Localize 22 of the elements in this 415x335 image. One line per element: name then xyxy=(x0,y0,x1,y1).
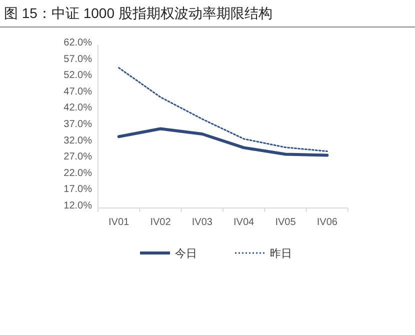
y-tick-label: 42.0% xyxy=(64,102,92,114)
y-tick-label: 62.0% xyxy=(64,38,92,48)
x-tick-label: IV02 xyxy=(150,217,172,228)
line-series xyxy=(118,67,328,152)
y-tick-label: 22.0% xyxy=(64,168,92,179)
y-tick-label: 52.0% xyxy=(64,70,92,82)
y-tick-label: 12.0% xyxy=(64,200,92,212)
y-tick-label: 37.0% xyxy=(64,119,92,130)
legend-label: 昨日 xyxy=(270,248,292,260)
x-tick-label: IV01 xyxy=(108,217,130,228)
line-series xyxy=(117,127,329,157)
y-tick-label: 17.0% xyxy=(64,184,92,196)
x-tick-label: IV04 xyxy=(234,217,255,228)
x-tick-label: IV06 xyxy=(316,217,338,228)
y-tick-label: 27.0% xyxy=(64,152,92,163)
x-tick-label: IV03 xyxy=(192,217,213,228)
x-tick-label: IV05 xyxy=(275,217,296,228)
y-tick-label: 47.0% xyxy=(64,86,92,98)
chart-title: 图 15：中证 1000 股指期权波动率期限结构 xyxy=(4,5,272,21)
legend-label: 今日 xyxy=(175,248,197,260)
y-tick-label: 57.0% xyxy=(64,54,92,65)
y-tick-label: 32.0% xyxy=(64,135,92,146)
